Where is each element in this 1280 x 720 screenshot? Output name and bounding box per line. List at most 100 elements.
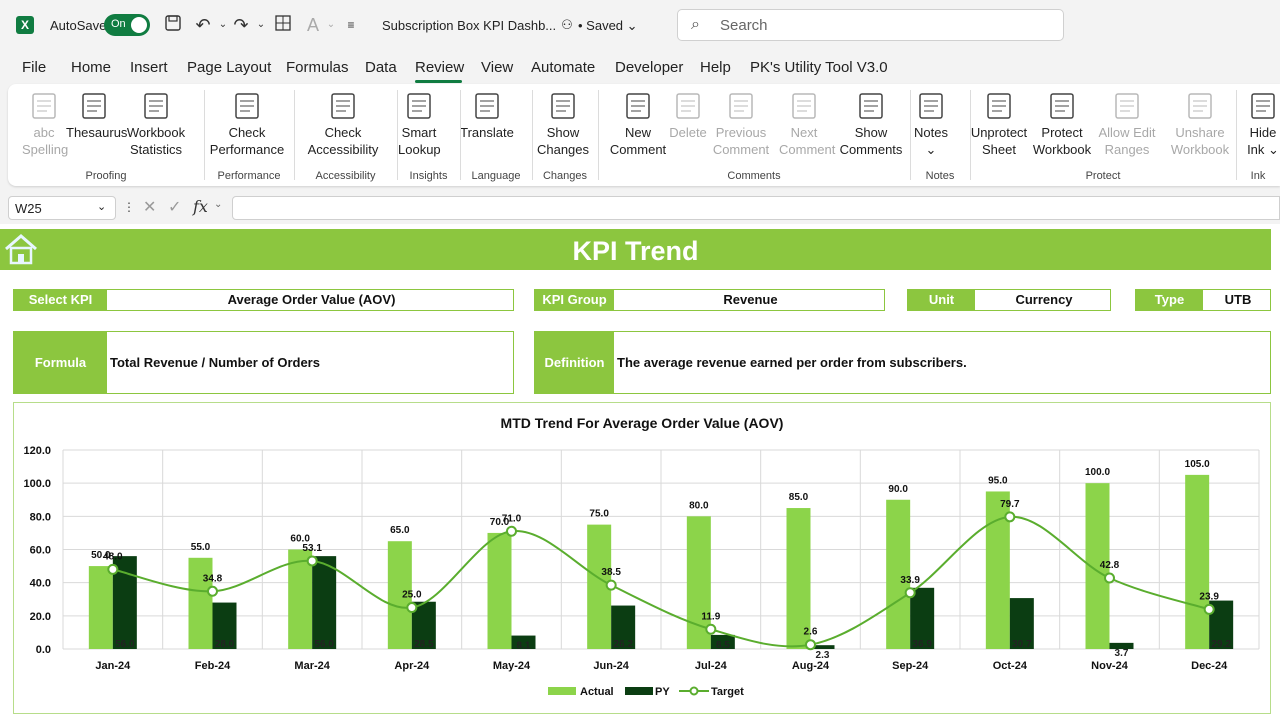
x-tick-label: Jun-24 (593, 660, 629, 672)
ribbon-group-label: Performance (217, 170, 281, 182)
ribbon-separator (598, 90, 599, 180)
x-tick-label: Aug-24 (792, 660, 830, 672)
thesaurus-icon (78, 90, 110, 122)
bar-actual-label: 60.0 (290, 534, 310, 545)
cancel-icon[interactable]: ✕ (143, 199, 157, 216)
ribbon-button-spelling[interactable]: abc Spelling (22, 88, 69, 158)
ribbon-button-show-changes[interactable]: Show Changes (534, 88, 592, 158)
ribbon-label: Translate (460, 125, 514, 140)
customize-toolbar-icon[interactable]: ≡ (347, 18, 355, 32)
menu-home[interactable]: Home (71, 59, 112, 76)
worksheet[interactable]: KPI Trend Select KPI Average Order Value… (0, 224, 1280, 720)
ribbon-button-unshare-workbook[interactable]: Unshare Workbook (1167, 88, 1233, 158)
save-icon[interactable] (162, 14, 184, 36)
search-icon: ⌕ (691, 16, 700, 33)
bar-actual-label: 90.0 (888, 484, 908, 495)
translate-icon (471, 90, 503, 122)
bar-actual-label: 55.0 (191, 542, 211, 553)
menu-utility-tool[interactable]: PK's Utility Tool V3.0 (750, 59, 888, 76)
ribbon-separator (910, 90, 911, 180)
ribbon-button-translate[interactable]: Translate (460, 88, 514, 141)
check-performance-icon (231, 90, 263, 122)
select-kpi-label: Select KPI (14, 290, 107, 310)
ribbon-button-next-comment[interactable]: Next Comment (779, 88, 835, 158)
ribbon-separator (294, 90, 295, 180)
y-tick-label: 100.0 (23, 478, 51, 490)
font-color-dropdown-icon[interactable]: ⌄ (326, 19, 336, 30)
redo-icon[interactable]: ↷ (233, 15, 249, 35)
chart-container[interactable]: MTD Trend For Average Order Value (AOV) 0… (13, 402, 1271, 714)
unshare-workbook-icon (1184, 90, 1216, 122)
home-icon[interactable] (4, 233, 38, 270)
allow-edit-ranges-icon (1111, 90, 1143, 122)
ribbon-label: Previous (715, 125, 767, 140)
more-options-icon[interactable]: ⋮ (123, 200, 135, 214)
ribbon-button-notes[interactable]: Notes ⌄ (914, 88, 948, 158)
autosave-toggle[interactable]: On (104, 14, 150, 36)
ribbon-button-check-performance[interactable]: Check Performance (205, 88, 289, 158)
select-kpi-value[interactable]: Average Order Value (AOV) (227, 292, 396, 307)
ribbon-button-show-comments[interactable]: Show Comments (839, 88, 903, 158)
menu-formulas[interactable]: Formulas (286, 59, 349, 76)
menu-file[interactable]: File (22, 59, 47, 76)
menu-help[interactable]: Help (700, 59, 731, 76)
ribbon-label: Smart (401, 125, 437, 140)
menu-automate[interactable]: Automate (531, 59, 596, 76)
target-point (1104, 572, 1115, 584)
kpi-banner: KPI Trend (0, 229, 1271, 270)
undo-icon[interactable]: ↶ (195, 15, 211, 35)
x-tick-label: Jan-24 (95, 660, 131, 672)
ribbon-group-label: Insights (409, 170, 448, 182)
redo-dropdown-icon[interactable]: ⌄ (256, 19, 266, 30)
ribbon-button-hide-ink[interactable]: Hide Ink ⌄ (1243, 88, 1280, 158)
menu-view[interactable]: View (481, 59, 514, 76)
formula-input[interactable] (232, 196, 1280, 220)
ribbon-button-unprotect-sheet[interactable]: Unprotect Sheet (966, 88, 1032, 158)
legend-actual-label: Actual (580, 686, 614, 698)
search-box[interactable]: ⌕ Search (677, 9, 1064, 41)
ribbon-button-new-comment[interactable]: New Comment (609, 88, 667, 158)
font-color-icon[interactable]: A (306, 15, 319, 35)
bar-actual-label: 105.0 (1185, 459, 1210, 470)
y-tick-label: 80.0 (30, 511, 51, 523)
ribbon-button-protect-workbook[interactable]: Protect Workbook (1030, 88, 1094, 158)
ribbon-button-check-accessibility[interactable]: Check Accessibility (297, 88, 389, 158)
target-point (1203, 603, 1215, 615)
name-box[interactable]: W25 ⌄ (8, 196, 116, 220)
insert-function-icon[interactable]: fx (193, 197, 208, 216)
menu-data[interactable]: Data (365, 59, 397, 76)
active-tab-indicator (415, 80, 462, 83)
menu-review[interactable]: Review (415, 59, 465, 76)
banner-title: KPI Trend (572, 236, 699, 266)
ribbon-label-line2: Spelling (22, 142, 69, 157)
spelling-icon (28, 90, 60, 122)
ribbon-label-line2: Workbook (1170, 142, 1230, 157)
menu-insert[interactable]: Insert (130, 59, 168, 76)
target-point (904, 587, 916, 599)
ribbon-button-smart-lookup[interactable]: Smart Lookup (398, 88, 441, 158)
type-value: UTB (1224, 292, 1252, 307)
protect-workbook-icon (1046, 90, 1078, 122)
ribbon-group-label: Accessibility (315, 170, 376, 182)
saved-status[interactable]: • Saved ⌄ (578, 18, 638, 33)
ribbon-button-delete-comment[interactable]: Delete (665, 88, 711, 141)
menu-developer[interactable]: Developer (615, 59, 684, 76)
kpi-trend-chart: MTD Trend For Average Order Value (AOV) 0… (23, 415, 1260, 698)
ribbon-button-workbook-statistics[interactable]: Workbook Statistics (126, 88, 186, 158)
x-tick-label: Apr-24 (394, 660, 430, 672)
ribbon-button-allow-edit-ranges[interactable]: Allow Edit Ranges (1093, 88, 1161, 158)
formula-expand-icon[interactable]: ⌄ (214, 199, 223, 210)
borders-icon[interactable] (272, 14, 294, 36)
enter-icon[interactable]: ✓ (168, 199, 182, 216)
ribbon-button-thesaurus[interactable]: Thesaurus (66, 88, 127, 141)
select-kpi-box[interactable]: Select KPI Average Order Value (AOV) (13, 289, 514, 311)
ribbon-separator (1236, 90, 1237, 180)
ribbon-button-previous-comment[interactable]: Previous Comment (705, 88, 777, 158)
formula-box: Formula Total Revenue / Number of Orders (13, 331, 514, 394)
undo-dropdown-icon[interactable]: ⌄ (218, 19, 228, 30)
name-box-dropdown-icon[interactable]: ⌄ (97, 201, 107, 213)
ribbon-label-line2: Comment (609, 142, 667, 157)
smart-lookup-icon (403, 90, 435, 122)
menu-page-layout[interactable]: Page Layout (187, 59, 272, 76)
autosave-label: AutoSave (50, 18, 107, 33)
